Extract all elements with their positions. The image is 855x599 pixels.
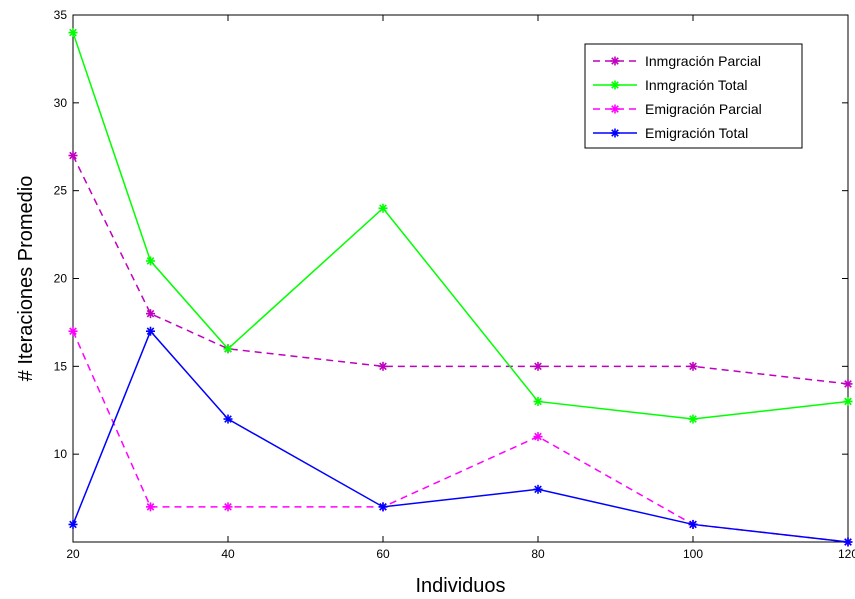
- data-point: [843, 396, 853, 406]
- data-point: [533, 484, 543, 494]
- tick-labels: 20 40 60 80 100 120 10 15 20 25 30 35: [54, 8, 855, 561]
- legend-item: Emigración Total: [593, 125, 748, 141]
- x-tick-label: 40: [221, 547, 235, 561]
- legend-label: Emigración Total: [645, 125, 748, 141]
- y-tick-label: 15: [54, 359, 68, 373]
- series-3: [68, 326, 853, 547]
- axis-ticks: [72, 14, 849, 542]
- data-point: [146, 326, 155, 336]
- data-point: [68, 519, 78, 529]
- data-point: [533, 396, 543, 406]
- data-point: [378, 361, 388, 371]
- data-point: [378, 502, 388, 512]
- data-point: [223, 344, 233, 354]
- x-tick-label: 100: [683, 547, 703, 561]
- data-point: [688, 519, 698, 529]
- y-tick-label: 20: [54, 272, 68, 286]
- data-point: [146, 309, 155, 319]
- legend-label: Inmgración Parcial: [645, 53, 761, 69]
- legend-label: Emigración Parcial: [645, 101, 762, 117]
- x-axis-label: Individuos: [415, 575, 505, 597]
- data-point: [843, 537, 853, 547]
- legend-marker: [610, 104, 620, 114]
- legend: Inmgración Parcial Inmgración Total Emigra…: [584, 43, 803, 149]
- data-point: [68, 151, 78, 161]
- y-tick-label: 25: [54, 184, 68, 198]
- legend-item: Inmgración Parcial: [593, 53, 761, 69]
- series-1: [68, 28, 853, 424]
- data-point: [146, 256, 155, 266]
- x-tick-label: 20: [66, 547, 80, 561]
- legend-item: Emigración Parcial: [593, 101, 762, 117]
- x-tick-label: 120: [838, 547, 855, 561]
- series-layer: [68, 28, 853, 547]
- data-point: [378, 203, 388, 213]
- data-point: [843, 379, 853, 389]
- data-point: [533, 361, 543, 371]
- y-tick-label: 10: [54, 447, 68, 461]
- legend-marker: [610, 128, 620, 138]
- legend-item: Inmgración Total: [593, 77, 747, 93]
- x-tick-label: 60: [376, 547, 390, 561]
- x-tick-label: 80: [531, 547, 545, 561]
- data-point: [146, 502, 155, 512]
- legend-marker: [610, 80, 620, 90]
- data-point: [533, 432, 543, 442]
- legend-label: Inmgración Total: [645, 77, 747, 93]
- data-point: [68, 326, 78, 336]
- y-axis-label: # Iteraciones Promedio: [15, 176, 37, 382]
- data-point: [223, 502, 233, 512]
- data-point: [223, 414, 233, 424]
- y-tick-label: 35: [54, 8, 68, 22]
- data-point: [688, 361, 698, 371]
- data-point: [68, 28, 78, 38]
- legend-marker: [610, 56, 620, 66]
- data-point: [688, 414, 698, 424]
- y-tick-label: 30: [54, 96, 68, 110]
